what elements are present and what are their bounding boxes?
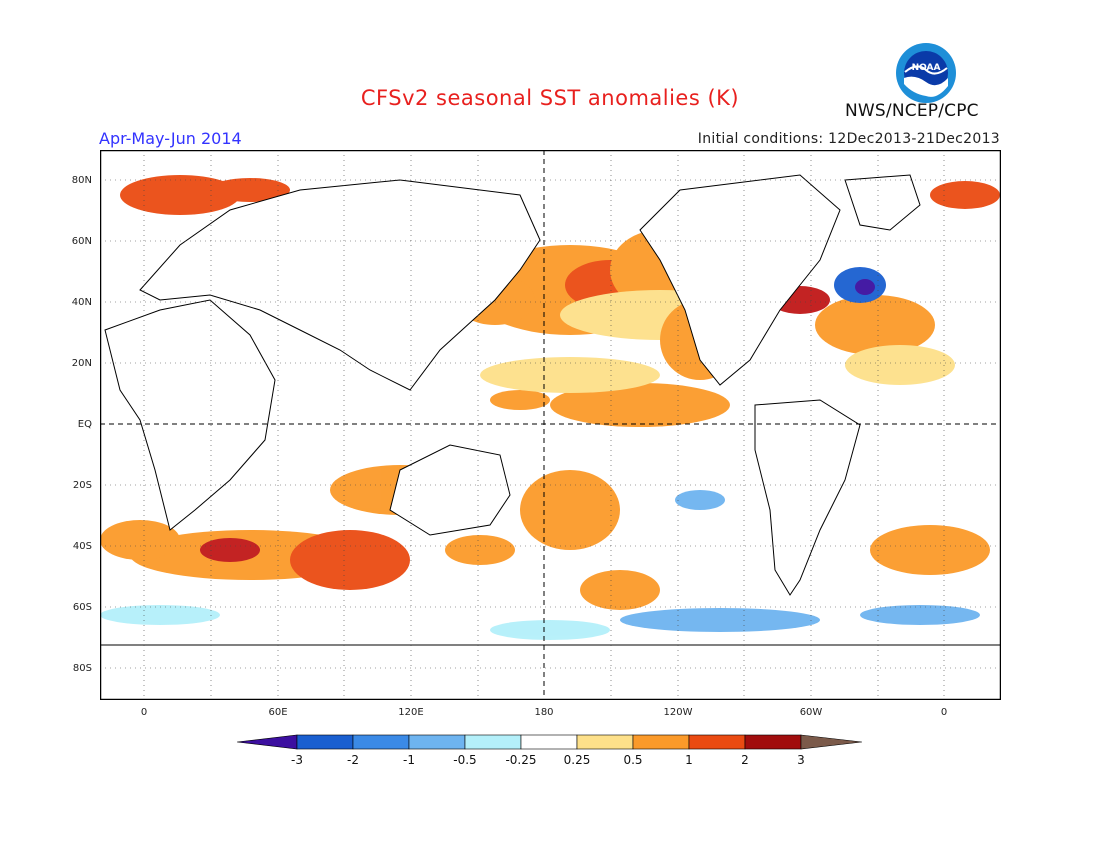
lon-label: 0 xyxy=(940,707,948,718)
lat-label: 40S xyxy=(72,541,92,552)
colorbar xyxy=(237,734,862,750)
colorbar-label: 1 xyxy=(685,753,693,767)
dateline-and-equator xyxy=(100,150,1001,700)
svg-text:NOAA: NOAA xyxy=(912,63,941,73)
period-label: Apr-May-Jun 2014 xyxy=(99,129,242,148)
colorbar-label: -1 xyxy=(403,753,415,767)
sst-anomaly-map xyxy=(100,150,1001,700)
initial-conditions-label: Initial conditions: 12Dec2013-21Dec2013 xyxy=(697,131,1000,147)
lat-label: EQ xyxy=(77,419,92,430)
colorbar-label: 3 xyxy=(797,753,805,767)
lat-label: 20N xyxy=(71,358,92,369)
lon-label: 0 xyxy=(140,707,148,718)
colorbar-arrow-low xyxy=(237,734,298,750)
lat-label: 20S xyxy=(72,480,92,491)
lat-label: 80S xyxy=(72,663,92,674)
lon-label: 60E xyxy=(268,707,288,718)
colorbar-label: 2 xyxy=(741,753,749,767)
continents xyxy=(100,174,1001,700)
colorbar-label: 0.5 xyxy=(623,753,643,767)
colorbar-label: 0.25 xyxy=(563,753,591,767)
lon-label: 60W xyxy=(799,707,823,718)
grid xyxy=(100,150,1001,700)
lon-label: 120W xyxy=(663,707,693,718)
colorbar-arrow-high xyxy=(800,734,862,750)
colorbar-label: -3 xyxy=(291,753,303,767)
chart-title: CFSv2 seasonal SST anomalies (K) xyxy=(360,86,740,110)
lat-label: 60S xyxy=(72,602,92,613)
lon-label: 180 xyxy=(534,707,554,718)
lat-label: 40N xyxy=(71,297,92,308)
lon-label: 120E xyxy=(398,707,424,718)
lat-label: 60N xyxy=(71,236,92,247)
colorbar-label: -2 xyxy=(347,753,359,767)
lat-label: 80N xyxy=(71,175,92,186)
colorbar-label: -0.5 xyxy=(453,753,477,767)
colorbar-label: -0.25 xyxy=(505,753,537,767)
noaa-logo: NOAA xyxy=(896,43,956,103)
agency-label: NWS/NCEP/CPC xyxy=(845,101,979,121)
